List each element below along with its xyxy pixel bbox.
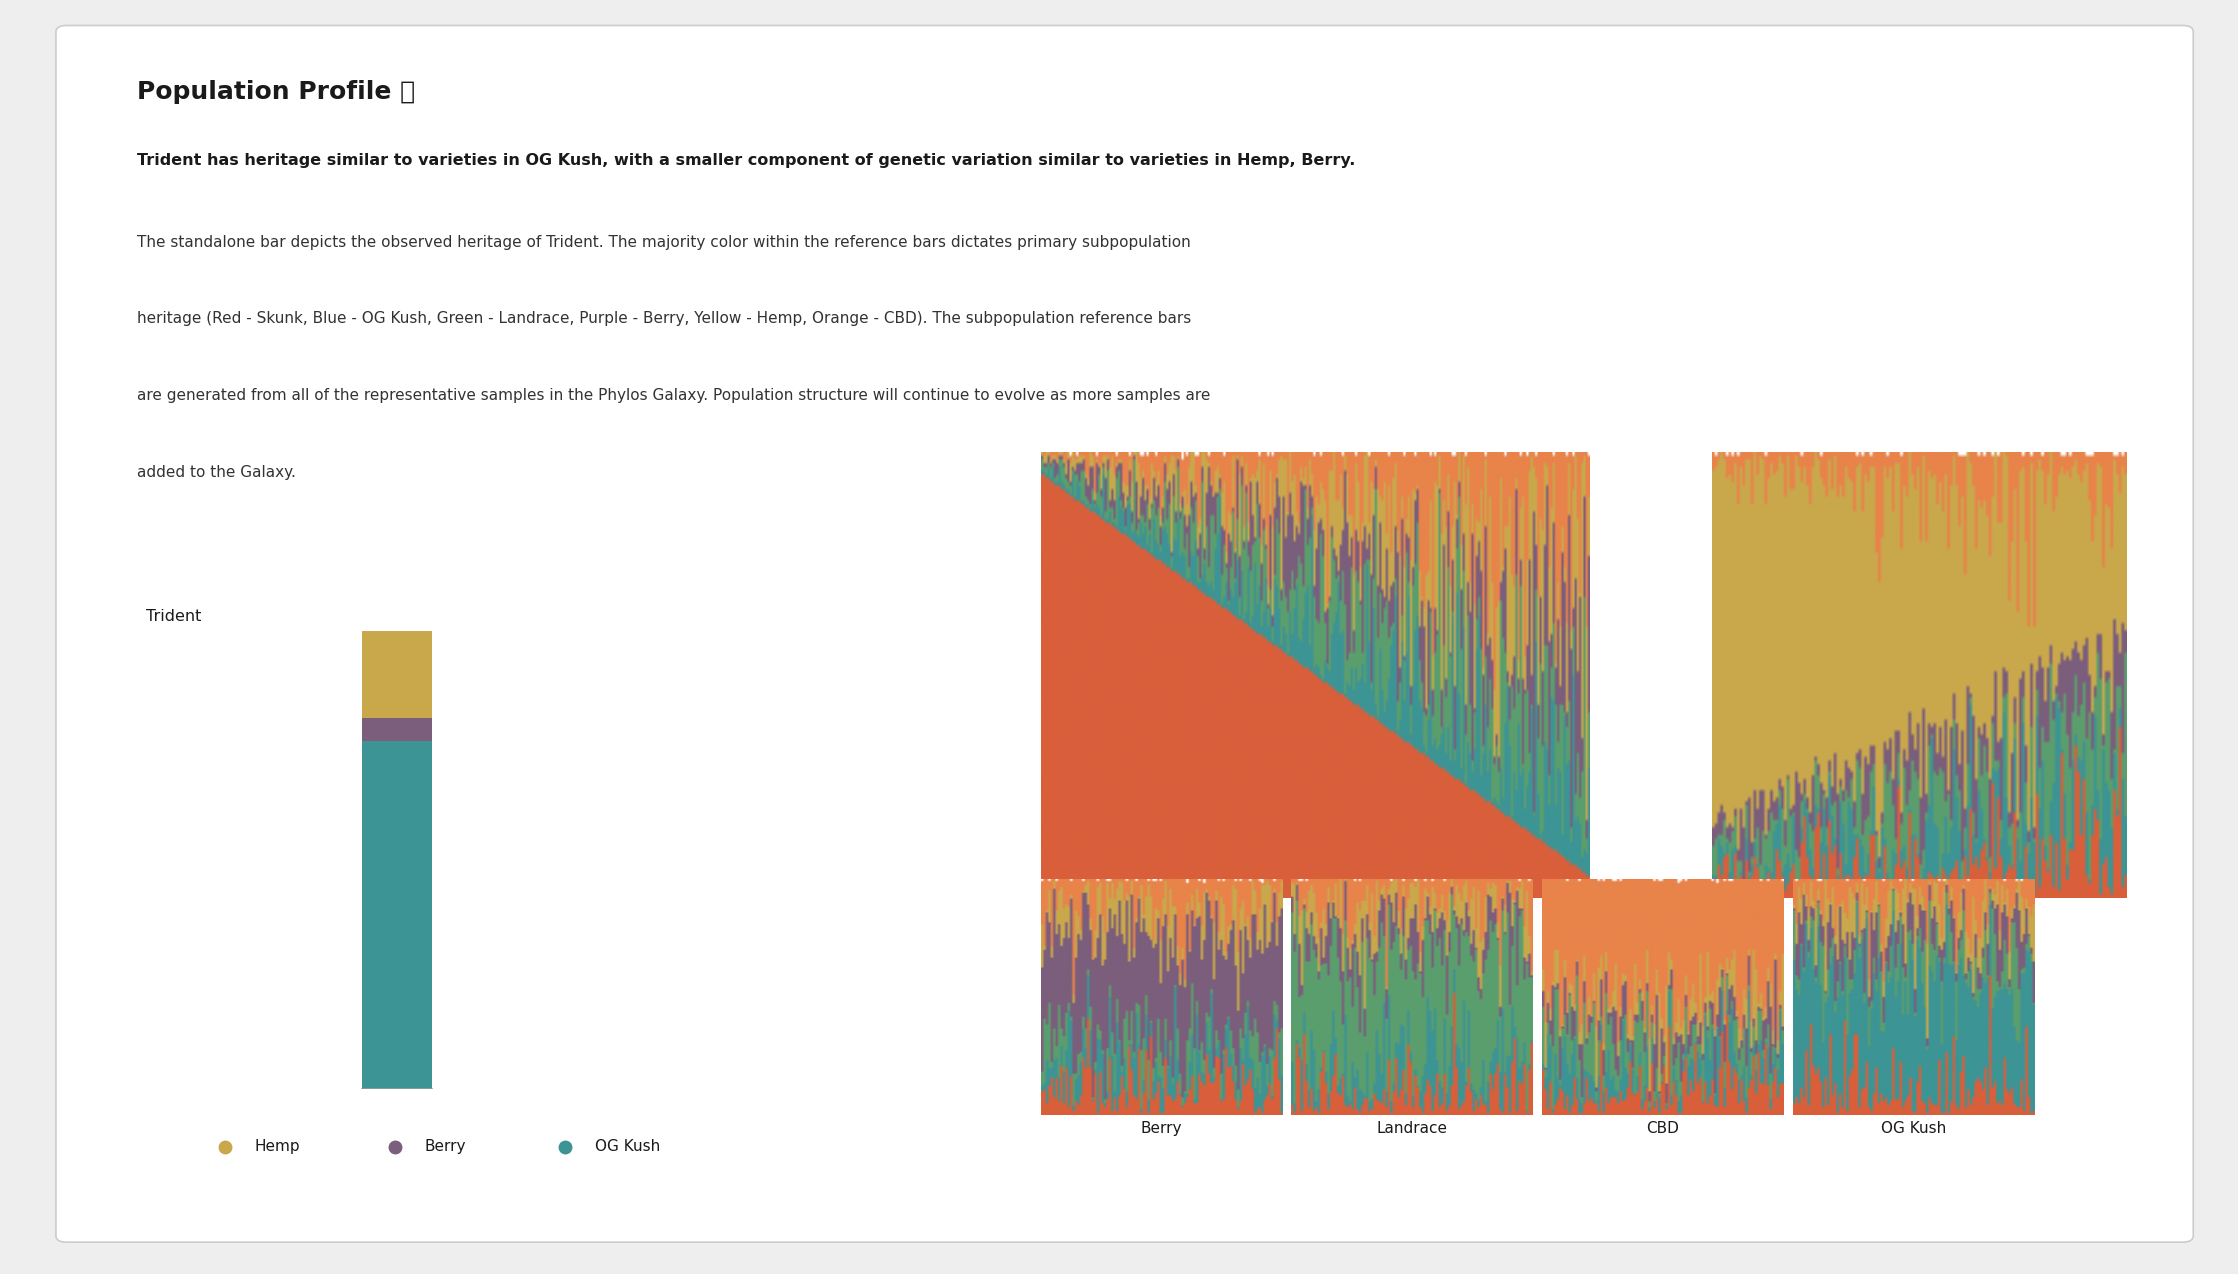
Text: Trident has heritage similar to varieties in OG Kush, with a smaller component o: Trident has heritage similar to varietie… <box>137 153 1356 168</box>
Text: Hemp: Hemp <box>255 1139 300 1154</box>
Text: Hemp: Hemp <box>1896 905 1943 920</box>
Text: Skunk: Skunk <box>1291 905 1338 920</box>
Text: OG Kush: OG Kush <box>1880 1121 1947 1136</box>
Text: Berry: Berry <box>425 1139 466 1154</box>
FancyBboxPatch shape <box>56 25 2193 1242</box>
Text: Population Profile ⓘ: Population Profile ⓘ <box>137 80 416 104</box>
Bar <box>363 740 432 1089</box>
Text: Berry: Berry <box>1141 1121 1182 1136</box>
Text: OG Kush: OG Kush <box>595 1139 660 1154</box>
Text: Galaxy Subpopulation Reference Bars: Galaxy Subpopulation Reference Bars <box>1076 609 1408 628</box>
Text: Trident: Trident <box>145 609 201 624</box>
Text: CBD: CBD <box>1647 1121 1678 1136</box>
Text: The standalone bar depicts the observed heritage of Trident. The majority color : The standalone bar depicts the observed … <box>137 234 1191 250</box>
Bar <box>363 717 432 740</box>
Text: added to the Galaxy.: added to the Galaxy. <box>137 465 295 480</box>
Text: Landrace: Landrace <box>1376 1121 1448 1136</box>
Text: heritage (Red - Skunk, Blue - OG Kush, Green - Landrace, Purple - Berry, Yellow : heritage (Red - Skunk, Blue - OG Kush, G… <box>137 311 1191 326</box>
Bar <box>363 631 432 717</box>
Text: are generated from all of the representative samples in the Phylos Galaxy. Popul: are generated from all of the representa… <box>137 389 1211 403</box>
